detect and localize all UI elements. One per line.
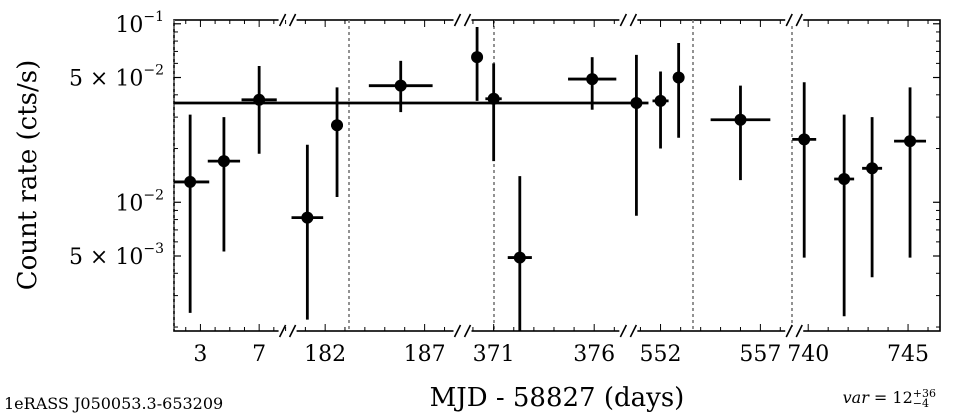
y-tick-label: 10−1 xyxy=(115,9,164,38)
data-point xyxy=(866,162,879,175)
axis-break-mark xyxy=(453,13,462,27)
y-tick-label: 5 × 10−3 xyxy=(69,241,164,270)
x-tick-label: 557 xyxy=(739,342,781,367)
axis-break-gap xyxy=(278,16,297,24)
plot-frame xyxy=(173,19,941,332)
axis-break-gap xyxy=(453,16,472,24)
y-tick-label: 5 × 10−2 xyxy=(69,63,164,92)
variability-lower: −4 xyxy=(912,396,929,410)
data-point xyxy=(184,175,197,188)
axis-break-gap xyxy=(619,16,638,24)
axis-break-mark xyxy=(785,13,793,27)
x-tick-label: 371 xyxy=(473,342,515,367)
axis-break-mark xyxy=(278,324,287,338)
data-point xyxy=(586,73,599,86)
axis-break-mark xyxy=(288,324,297,338)
data-point xyxy=(654,94,667,107)
data-point xyxy=(798,133,811,146)
axis-break-gap xyxy=(785,327,804,335)
axis-break-gap xyxy=(278,327,297,335)
y-tick-label: 10−2 xyxy=(115,187,164,216)
axis-break-gap xyxy=(453,327,472,335)
data-point xyxy=(734,113,747,126)
x-tick-label: 187 xyxy=(404,342,446,367)
axis-break-mark xyxy=(629,13,638,27)
x-tick-label: 3 xyxy=(193,342,207,367)
data-point xyxy=(471,51,484,64)
x-tick-label: 182 xyxy=(304,342,346,367)
x-axis-title: MJD - 58827 (days) xyxy=(430,383,685,413)
data-point xyxy=(331,119,344,132)
variability-upper: +36 xyxy=(912,386,936,400)
axis-break-mark xyxy=(619,13,628,27)
axis-break-mark xyxy=(785,324,793,338)
axis-break-gap xyxy=(785,16,804,24)
x-tick-label: 745 xyxy=(887,342,929,367)
data-point xyxy=(904,135,917,148)
data-point xyxy=(672,71,685,84)
axis-break-mark xyxy=(278,13,287,27)
x-tick-label: 740 xyxy=(787,342,829,367)
y-axis-title: Count rate (cts/s) xyxy=(13,60,43,291)
axis-break-mark xyxy=(629,324,638,338)
data-point xyxy=(217,155,230,168)
axis-break-mark xyxy=(795,324,803,338)
axis-break-mark xyxy=(619,324,628,338)
axis-break-mark xyxy=(288,13,297,27)
source-label: 1eRASS J050053.3-653209 xyxy=(4,394,224,413)
variability-value: 12 xyxy=(892,388,913,407)
axis-break-gap xyxy=(619,327,638,335)
axis-break-mark xyxy=(453,324,462,338)
x-tick-label: 7 xyxy=(252,342,266,367)
axis-break-mark xyxy=(463,13,472,27)
x-tick-label: 552 xyxy=(640,342,682,367)
variability-label: var = 12+36 −4 xyxy=(842,386,936,410)
axis-break-mark xyxy=(463,324,472,338)
data-point xyxy=(513,251,526,264)
x-tick-label: 376 xyxy=(573,342,615,367)
variability-prefix: var xyxy=(842,388,869,407)
data-point xyxy=(394,79,407,92)
data-point xyxy=(838,173,851,186)
data-point xyxy=(630,96,643,109)
data-point xyxy=(301,211,314,224)
axis-break-mark xyxy=(795,13,803,27)
